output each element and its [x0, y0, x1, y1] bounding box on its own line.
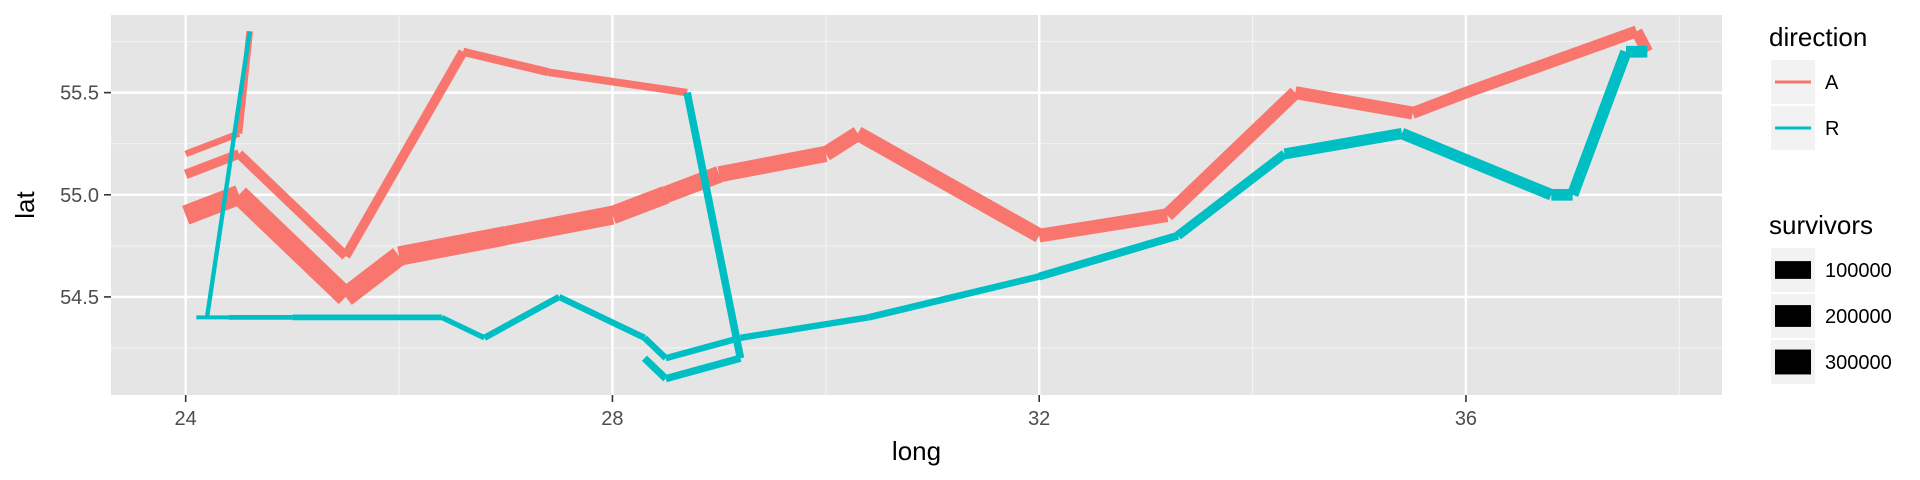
path-segment: [440, 314, 486, 341]
series-A-group-2: [183, 47, 688, 260]
y-axis-title: lat: [10, 190, 40, 218]
path-segment: [232, 187, 353, 305]
path-segment: [503, 205, 615, 245]
series-A-group-1: [182, 25, 1653, 305]
x-axis-title: long: [892, 436, 941, 466]
legend-size-label: 300000: [1825, 352, 1892, 374]
path-segment: [184, 130, 241, 157]
series-R-group-1: [196, 45, 1648, 362]
path-segment: [854, 126, 1043, 243]
legend-size-key: [1775, 261, 1811, 279]
legend-label-A: A: [1825, 72, 1839, 94]
path-segment: [1038, 208, 1169, 243]
path-segment: [1038, 231, 1180, 281]
legend-direction: direction A R: [1769, 22, 1867, 150]
legend-size-key: [1775, 349, 1811, 375]
path-segment: [642, 335, 668, 361]
path-segment: [717, 145, 828, 183]
path-segment: [1294, 86, 1414, 120]
legend-size-label: 100000: [1825, 260, 1892, 282]
path-segment: [664, 354, 742, 383]
legend-size-label: 200000: [1825, 306, 1892, 328]
path-segment: [547, 68, 688, 97]
y-tick-label: 55.0: [60, 185, 99, 207]
x-axis: 24 28 32 36: [175, 395, 1477, 430]
path-segment: [339, 248, 406, 305]
legend-survivors: survivors 100000 200000 300000: [1769, 210, 1892, 384]
path-segment: [867, 273, 1040, 321]
path-segment: [235, 150, 350, 260]
path-segment: [609, 186, 670, 224]
path-segment: [739, 314, 869, 341]
path-segment: [462, 47, 550, 77]
x-tick-label: 24: [175, 408, 197, 430]
path-segment: [821, 127, 862, 161]
legend-size-key: [1775, 305, 1811, 327]
path-segment: [1162, 87, 1300, 221]
path-segment: [1463, 25, 1639, 99]
y-axis: 54.5 55.0 55.5: [60, 83, 111, 309]
series-R-group-2: [641, 91, 745, 383]
x-tick-label: 36: [1455, 408, 1477, 430]
x-tick-label: 28: [601, 408, 623, 430]
path-segment: [664, 334, 742, 362]
path-segment: [1175, 150, 1288, 240]
path-segment: [397, 226, 508, 266]
path-segment: [1410, 87, 1469, 119]
series-layer: [182, 25, 1653, 383]
legend-survivors-title: survivors: [1769, 210, 1873, 240]
path-segment: [1399, 128, 1554, 201]
path-segment: [182, 185, 243, 225]
y-tick-label: 54.5: [60, 287, 99, 309]
path-segment: [683, 91, 745, 359]
legend-label-R: R: [1825, 118, 1839, 140]
path-segment: [641, 355, 669, 382]
path-segment: [341, 49, 468, 259]
path-segment: [662, 166, 723, 203]
legend-direction-title: direction: [1769, 22, 1867, 52]
series-R-group-3: [204, 31, 252, 318]
path-segment: [557, 294, 646, 341]
panel-background: [111, 15, 1722, 395]
path-segment: [204, 31, 252, 318]
path-segment: [482, 294, 561, 341]
path-segment: [1283, 128, 1403, 160]
y-tick-label: 55.5: [60, 83, 99, 105]
x-tick-label: 32: [1028, 408, 1050, 430]
path-segment: [1567, 49, 1632, 197]
grid-minor: [111, 15, 1722, 395]
